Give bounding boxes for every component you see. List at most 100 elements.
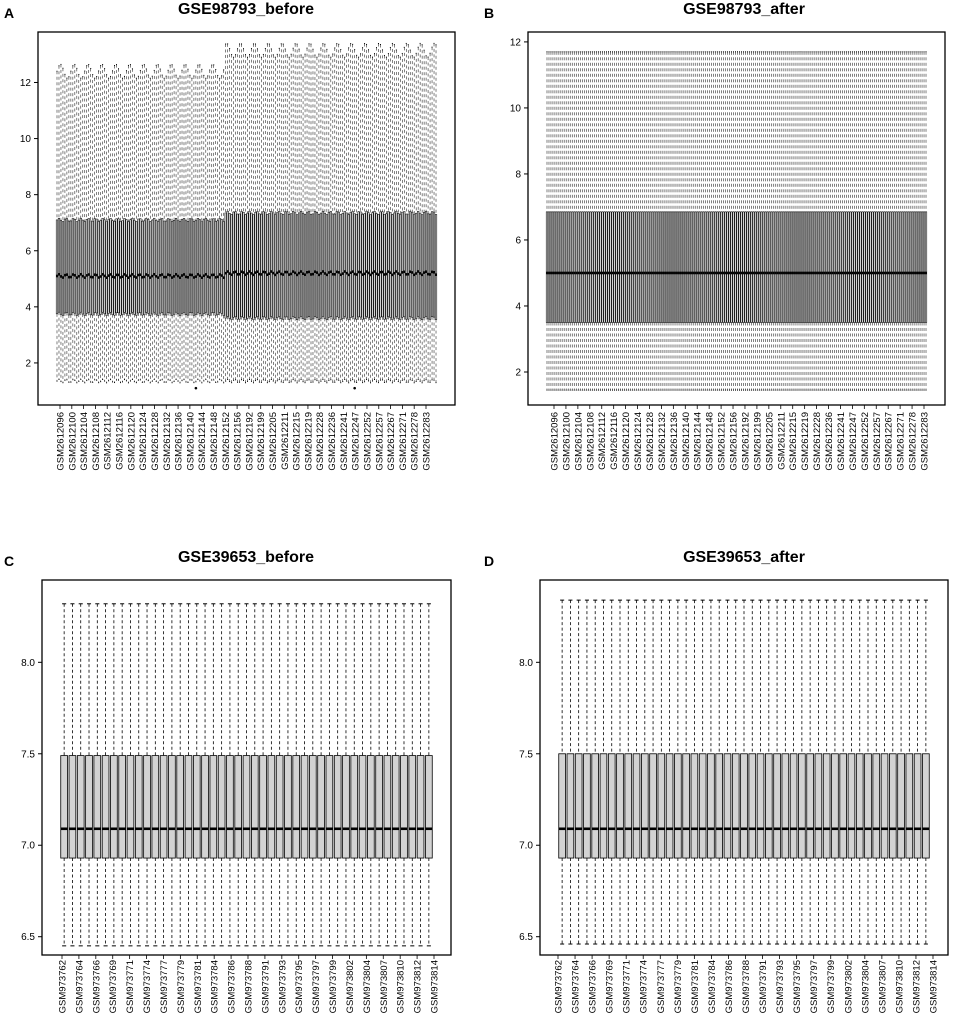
y-tick-label: 4 (515, 301, 521, 312)
box (702, 211, 705, 323)
box (379, 211, 382, 318)
box (178, 221, 182, 316)
box (801, 211, 805, 323)
box (754, 211, 757, 323)
box (407, 213, 410, 320)
x-tick-label: GSM2612128 (150, 412, 161, 471)
box (595, 211, 598, 323)
box (186, 220, 190, 316)
x-tick-label: GSM973788 (741, 960, 752, 1013)
box (922, 211, 926, 323)
box (624, 753, 633, 859)
x-tick-label: GSM2612211 (776, 412, 787, 470)
box (165, 220, 168, 316)
box (553, 211, 556, 323)
x-tick-label: GSM973777 (656, 960, 667, 1013)
box (712, 211, 715, 323)
box (280, 213, 283, 320)
box (300, 210, 303, 317)
box (726, 211, 729, 323)
y-tick-label: 6 (25, 246, 31, 257)
box (331, 213, 334, 320)
x-tick-label: GSM2612205 (268, 412, 279, 471)
box (171, 221, 174, 316)
box (847, 753, 856, 859)
box (115, 218, 118, 313)
box (615, 211, 618, 323)
box (583, 211, 586, 323)
box (903, 211, 906, 323)
box (901, 211, 904, 323)
x-tick-label: GSM973766 (91, 960, 102, 1013)
x-tick-label: GSM2612116 (609, 412, 620, 470)
box (827, 211, 830, 323)
box (260, 213, 263, 320)
box (672, 211, 676, 323)
box (303, 214, 307, 320)
box (756, 211, 759, 323)
box (65, 218, 68, 313)
box (337, 211, 340, 318)
box (704, 211, 707, 323)
box (298, 212, 301, 319)
box (391, 214, 394, 320)
box (873, 211, 876, 323)
plot-frame (41, 579, 452, 956)
box (399, 214, 402, 320)
box (722, 211, 725, 323)
box (845, 211, 848, 323)
box (151, 755, 160, 859)
box (367, 212, 370, 319)
box (577, 211, 580, 323)
box (607, 211, 610, 323)
box (643, 211, 646, 323)
box (397, 213, 400, 319)
box (708, 211, 711, 323)
box (375, 755, 383, 859)
box (423, 212, 426, 318)
box (371, 212, 374, 319)
x-tick-label: GSM2612205 (764, 412, 775, 471)
x-tick-label: GSM973814 (430, 960, 441, 1013)
box (629, 211, 632, 323)
box (335, 211, 338, 317)
box (575, 211, 578, 323)
box (895, 211, 898, 323)
x-tick-label: GSM973784 (210, 960, 221, 1013)
box (627, 211, 630, 323)
x-tick-label: GSM2612116 (115, 412, 126, 470)
box (432, 211, 436, 318)
box (126, 755, 135, 859)
box (758, 211, 761, 323)
box (83, 221, 86, 316)
box (425, 211, 428, 317)
box (333, 755, 342, 859)
box (228, 213, 231, 319)
x-tick-label: GSM973764 (74, 960, 85, 1013)
x-tick-label: GSM973797 (311, 960, 322, 1013)
box (292, 755, 301, 859)
x-tick-label: GSM2612252 (860, 412, 871, 471)
box (661, 211, 664, 323)
panel-b-title: GSE98793_after (683, 1, 805, 18)
box (387, 211, 390, 317)
box (924, 211, 928, 323)
x-tick-label: GSM973769 (605, 960, 616, 1013)
box (674, 753, 682, 859)
box (307, 211, 311, 318)
box (182, 218, 186, 313)
box (623, 211, 626, 323)
box (784, 211, 787, 323)
panel-d-title: GSE39653_after (683, 549, 805, 566)
box (718, 211, 721, 323)
box (875, 211, 878, 323)
box (799, 211, 803, 323)
box (905, 211, 908, 323)
box (270, 210, 273, 317)
box (569, 211, 572, 323)
box (797, 211, 801, 323)
box (149, 221, 152, 316)
box (879, 211, 882, 323)
